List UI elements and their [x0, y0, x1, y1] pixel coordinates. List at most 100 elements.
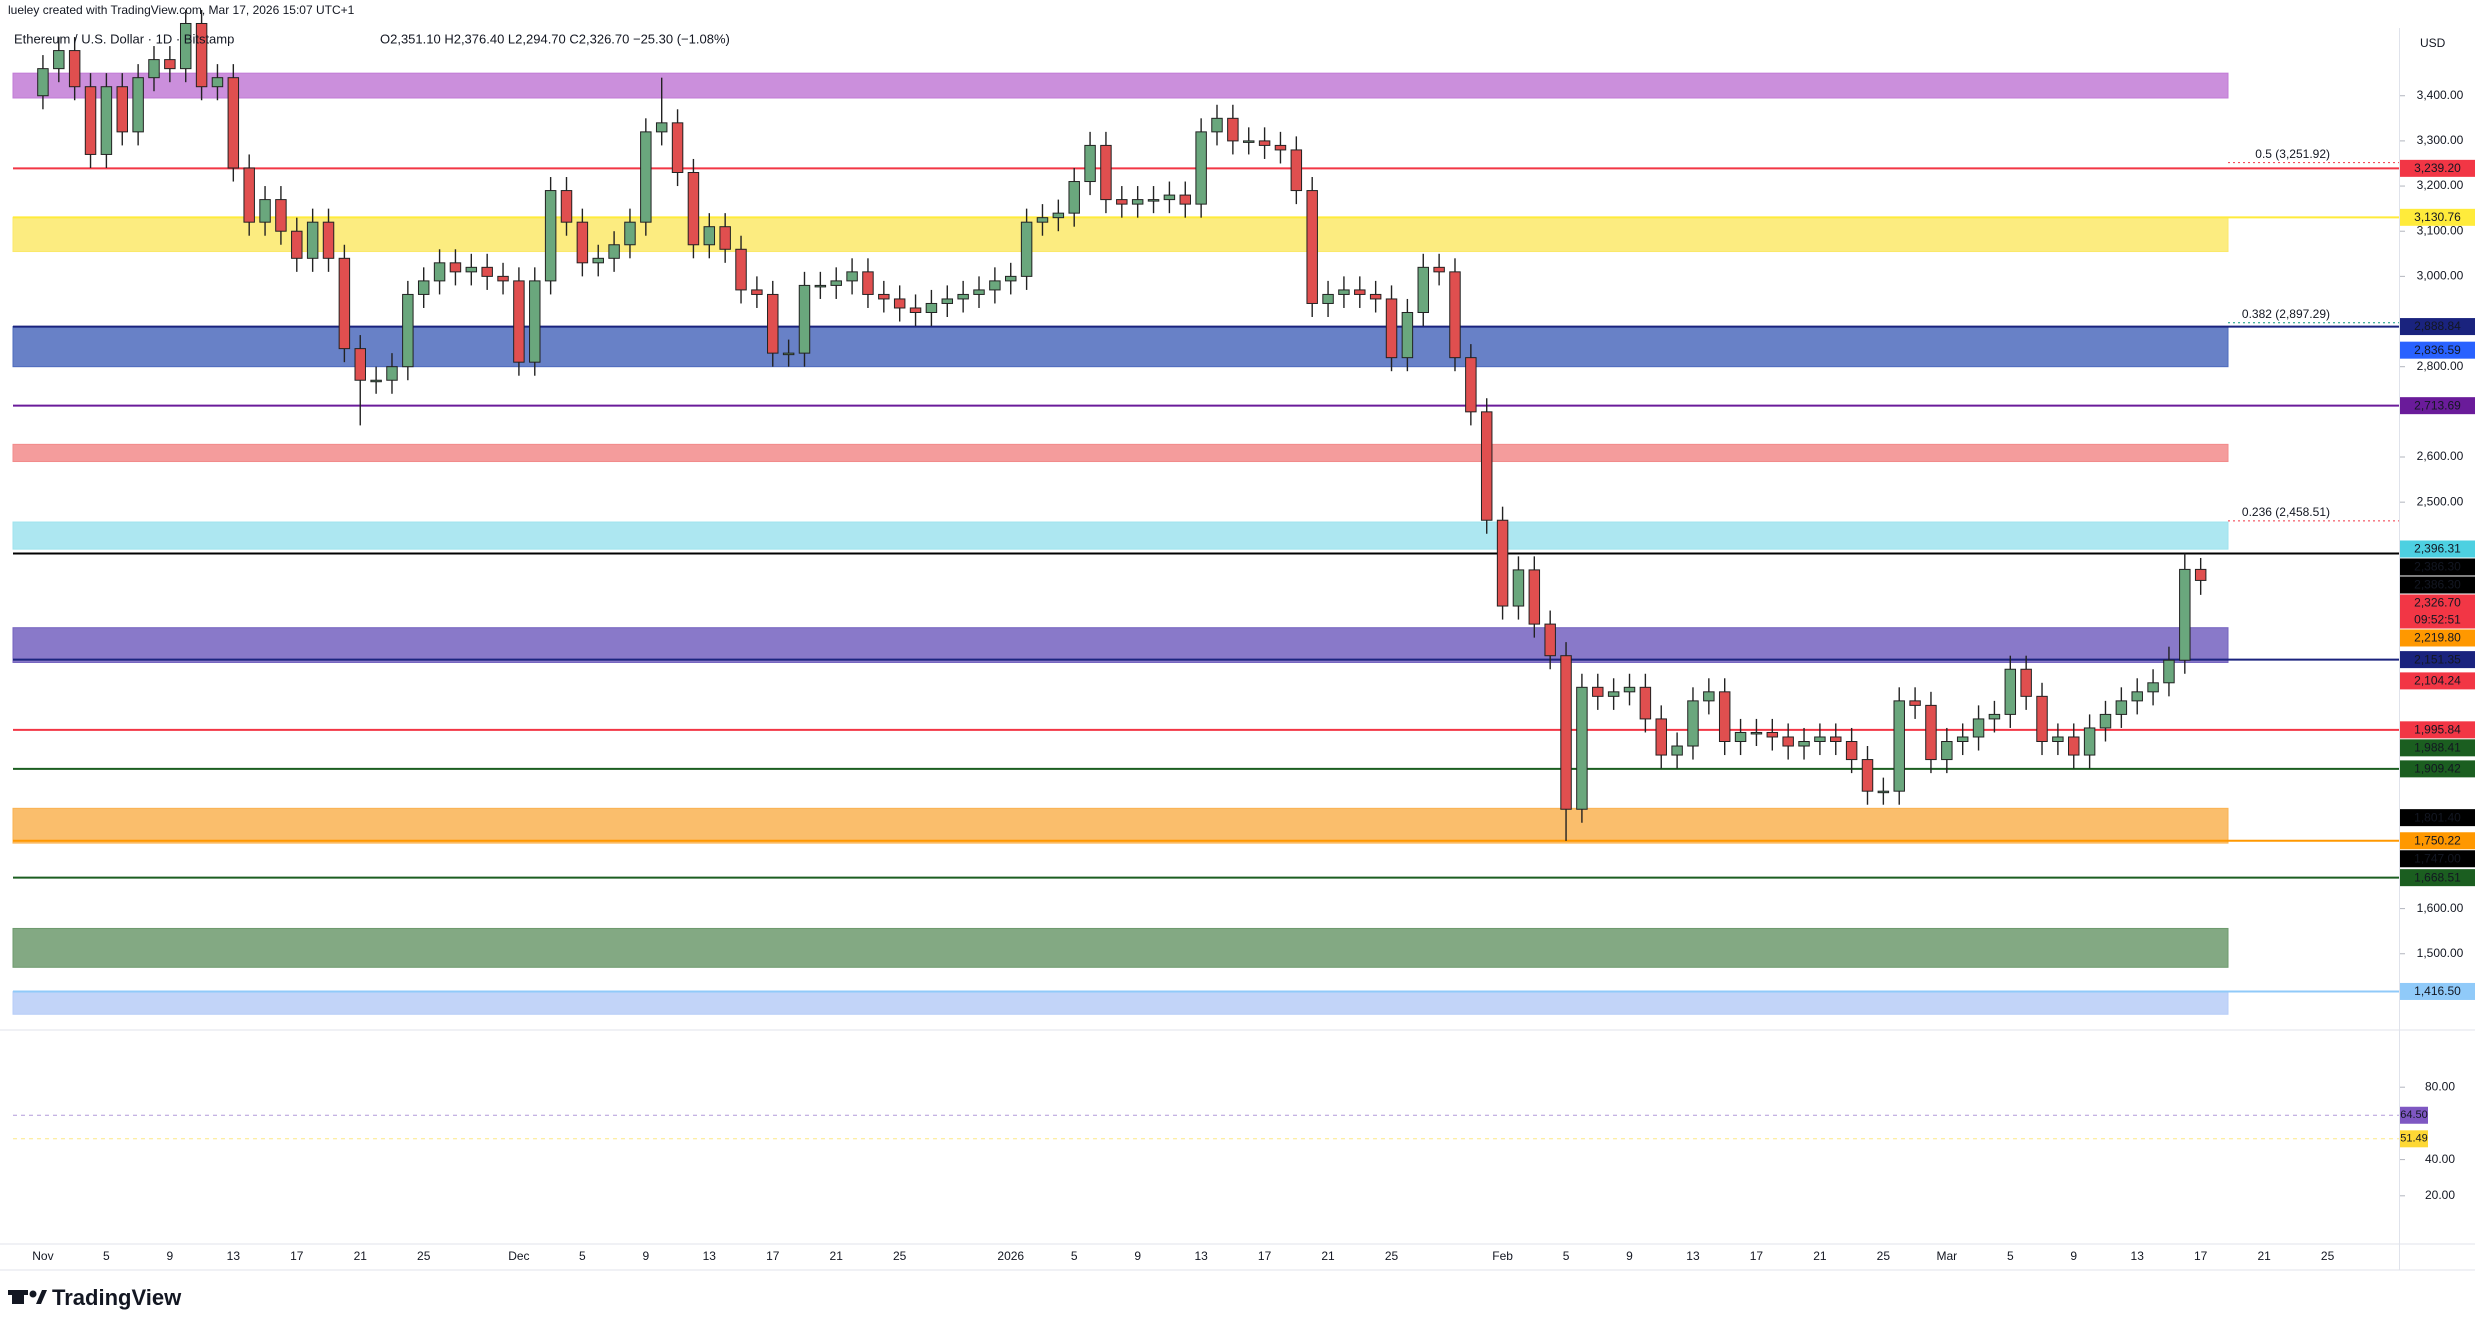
candle-body	[1560, 655, 1572, 810]
zone	[12, 807, 2229, 844]
candle-body	[624, 221, 636, 246]
y-tick-label: 3,400.00	[2417, 88, 2464, 102]
candle-body	[814, 284, 827, 288]
candle-body	[37, 68, 49, 97]
price-tag	[2400, 850, 2475, 868]
price-tag-label: 3,130.76	[2414, 210, 2461, 224]
candle-body	[1211, 117, 1223, 133]
x-tick-label: 25	[1385, 1249, 1399, 1263]
x-tick-label: 13	[1194, 1249, 1208, 1263]
candle-body	[1147, 199, 1160, 202]
candle-body	[1766, 731, 1779, 738]
candle-body	[164, 59, 176, 70]
candle-body	[1782, 736, 1794, 747]
price-tag-label: 1,801.40	[2414, 810, 2461, 824]
x-tick-label: 9	[167, 1249, 174, 1263]
price-tag-label: 2,326.70	[2414, 596, 2461, 610]
x-tick-label: 9	[1626, 1249, 1633, 1263]
brand-logo	[8, 1290, 47, 1304]
candle-body	[592, 257, 604, 264]
x-tick-label: 21	[830, 1249, 844, 1263]
x-tick-label: 21	[354, 1249, 368, 1263]
candle-body	[973, 289, 985, 295]
candle-body	[1845, 741, 1858, 761]
candle-body	[1179, 194, 1192, 205]
candle-body	[2131, 691, 2143, 702]
candle-body	[830, 280, 842, 286]
x-tick-label: 9	[642, 1249, 649, 1263]
candle-body	[608, 244, 620, 259]
candle-body	[640, 131, 652, 223]
x-tick-label: 21	[1321, 1249, 1335, 1263]
price-tag	[2400, 869, 2475, 887]
x-tick-label: Mar	[1936, 1249, 1957, 1263]
price-tag	[2400, 594, 2475, 629]
y-tick-label: 2,800.00	[2417, 359, 2464, 373]
candle-body	[1322, 293, 1334, 304]
candle-body	[53, 50, 65, 70]
price-tag	[2400, 809, 2475, 827]
y-tick-label: 2,500.00	[2417, 494, 2464, 508]
logo-mark	[8, 1290, 28, 1295]
candle-body	[1258, 140, 1271, 146]
price-tag-label: 1,416.50	[2414, 984, 2461, 998]
price-tag	[2400, 832, 2475, 850]
price-tag	[2400, 397, 2475, 415]
candle-body	[1020, 221, 1033, 277]
candle-body	[417, 280, 430, 295]
price-tag-label: 2,713.69	[2414, 398, 2461, 412]
candle-body	[2020, 668, 2032, 697]
candle-body	[1369, 293, 1382, 300]
candle-body	[100, 86, 113, 155]
x-tick-label: 13	[1686, 1249, 1700, 1263]
candle-body	[1956, 736, 1969, 743]
zone	[12, 521, 2229, 550]
candle-body	[433, 262, 446, 282]
candle-body	[84, 86, 97, 155]
price-tag	[2400, 341, 2475, 359]
value-tag-label: 64.50	[2400, 1109, 2428, 1121]
x-tick-label: 17	[1750, 1249, 1764, 1263]
candle-body	[1798, 741, 1810, 747]
candle-body	[1687, 700, 1699, 747]
candle-body	[941, 298, 954, 304]
x-tick-label: 17	[2194, 1249, 2208, 1263]
candle-body	[1703, 691, 1715, 702]
candle-body	[1607, 691, 1620, 697]
candle-body	[1100, 144, 1112, 201]
price-tag-label: 2,104.24	[2414, 674, 2461, 688]
candle-body	[1734, 731, 1747, 743]
x-tick-label: 13	[2131, 1249, 2145, 1263]
y-tick-label: 1,600.00	[2417, 901, 2464, 915]
candle-body	[291, 230, 303, 259]
candle-body	[1623, 686, 1636, 693]
x-tick-label: Feb	[1492, 1249, 1513, 1263]
candle-body	[2115, 700, 2128, 715]
candle-body	[195, 22, 208, 88]
x-tick-label: 5	[2007, 1249, 2014, 1263]
price-tag-label: 1,747.00	[2414, 851, 2461, 865]
zone	[12, 325, 2229, 368]
x-tick-label: 13	[703, 1249, 717, 1263]
candle-body	[116, 86, 128, 133]
candle-body	[1036, 217, 1049, 223]
candle-body	[1005, 275, 1017, 282]
candle-body	[671, 122, 684, 174]
candle-body	[370, 379, 382, 383]
candle-body	[211, 77, 224, 88]
candle-body	[846, 271, 858, 282]
price-tag	[2400, 540, 2475, 558]
candle-body	[1480, 411, 1493, 521]
candle-body	[2004, 668, 2017, 715]
candle-body	[1052, 212, 1065, 219]
price-tag	[2400, 760, 2475, 778]
candle-body	[1576, 686, 1588, 810]
candle-body	[782, 352, 795, 356]
y-tick-label: 3,200.00	[2417, 178, 2464, 192]
price-tag	[2400, 672, 2475, 690]
candle-body	[259, 199, 271, 223]
candle-body	[1893, 700, 1905, 792]
symbol-title: Ethereum / U.S. Dollar · 1D · Bitstamp	[14, 31, 234, 46]
candle-body	[449, 262, 462, 273]
